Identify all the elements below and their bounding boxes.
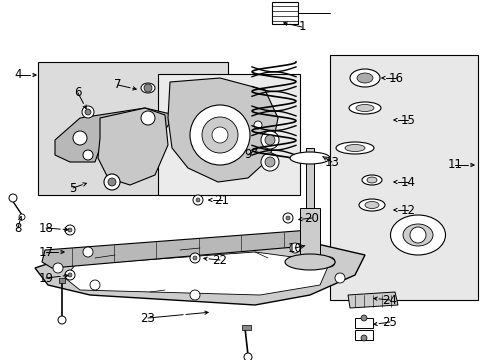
Circle shape bbox=[261, 131, 279, 149]
Circle shape bbox=[264, 135, 274, 145]
Ellipse shape bbox=[348, 102, 380, 114]
Circle shape bbox=[193, 256, 197, 260]
Circle shape bbox=[244, 353, 251, 360]
Polygon shape bbox=[65, 252, 329, 295]
Text: 23: 23 bbox=[140, 311, 155, 324]
Circle shape bbox=[53, 263, 63, 273]
Text: 9: 9 bbox=[244, 148, 251, 162]
Ellipse shape bbox=[358, 199, 384, 211]
Circle shape bbox=[68, 228, 72, 232]
Ellipse shape bbox=[141, 83, 155, 93]
Ellipse shape bbox=[285, 254, 334, 270]
Text: 11: 11 bbox=[447, 158, 462, 171]
Circle shape bbox=[141, 111, 155, 125]
Circle shape bbox=[108, 178, 116, 186]
Circle shape bbox=[360, 315, 366, 321]
Polygon shape bbox=[55, 108, 175, 162]
Text: 10: 10 bbox=[287, 242, 302, 255]
Ellipse shape bbox=[366, 177, 376, 183]
Circle shape bbox=[196, 198, 200, 202]
Text: 22: 22 bbox=[212, 253, 227, 266]
Text: 5: 5 bbox=[69, 181, 77, 194]
Circle shape bbox=[334, 273, 345, 283]
Polygon shape bbox=[98, 108, 168, 185]
Text: 21: 21 bbox=[214, 194, 229, 207]
Circle shape bbox=[83, 247, 93, 257]
Text: 20: 20 bbox=[304, 211, 319, 225]
Circle shape bbox=[190, 105, 249, 165]
Text: 16: 16 bbox=[387, 72, 403, 85]
Ellipse shape bbox=[289, 152, 329, 164]
Bar bbox=[299, 208, 319, 263]
Circle shape bbox=[261, 153, 279, 171]
Ellipse shape bbox=[364, 202, 378, 208]
Circle shape bbox=[202, 117, 238, 153]
Bar bbox=[354, 330, 372, 340]
Polygon shape bbox=[158, 74, 299, 195]
Circle shape bbox=[360, 335, 366, 341]
Circle shape bbox=[68, 273, 72, 277]
Circle shape bbox=[143, 84, 152, 92]
Polygon shape bbox=[168, 78, 278, 182]
Text: 1: 1 bbox=[298, 21, 305, 33]
Ellipse shape bbox=[349, 69, 379, 87]
Bar bbox=[59, 278, 65, 283]
Text: 15: 15 bbox=[400, 113, 415, 126]
Bar bbox=[271, 2, 297, 24]
Polygon shape bbox=[38, 62, 227, 195]
Polygon shape bbox=[42, 230, 317, 268]
Circle shape bbox=[19, 214, 25, 220]
Text: 24: 24 bbox=[382, 293, 397, 306]
Bar bbox=[329, 55, 477, 300]
Polygon shape bbox=[347, 292, 397, 308]
Text: 19: 19 bbox=[39, 271, 53, 284]
Circle shape bbox=[65, 225, 75, 235]
Circle shape bbox=[325, 257, 334, 267]
Circle shape bbox=[212, 127, 227, 143]
Circle shape bbox=[104, 174, 120, 190]
Text: 12: 12 bbox=[400, 203, 415, 216]
Text: 25: 25 bbox=[382, 315, 397, 328]
Circle shape bbox=[193, 195, 203, 205]
Text: 7: 7 bbox=[114, 78, 122, 91]
Ellipse shape bbox=[402, 224, 432, 246]
Polygon shape bbox=[35, 240, 364, 305]
Circle shape bbox=[190, 290, 200, 300]
Circle shape bbox=[90, 280, 100, 290]
Circle shape bbox=[289, 243, 299, 253]
Circle shape bbox=[83, 150, 93, 160]
Circle shape bbox=[82, 106, 94, 118]
Circle shape bbox=[73, 131, 87, 145]
Ellipse shape bbox=[345, 144, 364, 152]
Text: 6: 6 bbox=[74, 86, 81, 99]
Text: 8: 8 bbox=[14, 221, 21, 234]
Ellipse shape bbox=[361, 175, 381, 185]
Bar bbox=[242, 325, 250, 330]
Text: 18: 18 bbox=[39, 221, 53, 234]
Circle shape bbox=[65, 270, 75, 280]
Circle shape bbox=[409, 227, 425, 243]
Text: 17: 17 bbox=[39, 246, 53, 258]
Circle shape bbox=[264, 157, 274, 167]
Ellipse shape bbox=[355, 104, 373, 112]
Text: 13: 13 bbox=[324, 156, 339, 168]
Circle shape bbox=[253, 121, 262, 129]
Text: 14: 14 bbox=[400, 175, 415, 189]
Bar bbox=[305, 148, 313, 208]
Ellipse shape bbox=[356, 73, 372, 83]
Ellipse shape bbox=[390, 215, 445, 255]
Circle shape bbox=[9, 194, 17, 202]
Circle shape bbox=[285, 216, 289, 220]
Text: 4: 4 bbox=[14, 68, 21, 81]
Circle shape bbox=[85, 109, 91, 115]
Circle shape bbox=[58, 316, 66, 324]
Bar bbox=[354, 318, 372, 328]
Circle shape bbox=[283, 213, 292, 223]
Circle shape bbox=[190, 253, 200, 263]
Ellipse shape bbox=[335, 142, 373, 154]
